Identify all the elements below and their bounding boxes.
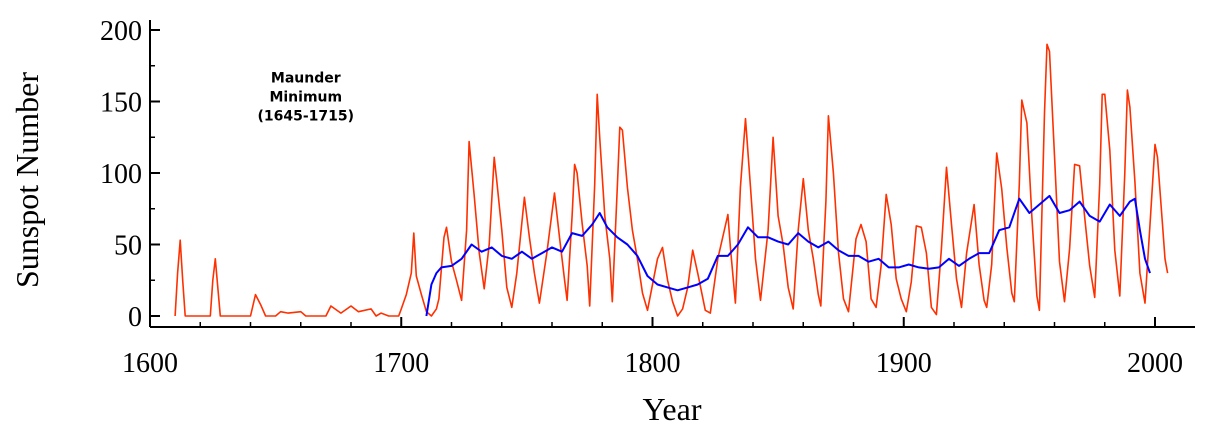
maunder-minimum-annotation: Maunder Minimum (1645-1715) xyxy=(258,70,355,124)
x-tick-label: 1600 xyxy=(122,348,178,379)
x-axis-title: Year xyxy=(643,391,702,427)
annotation-line: Maunder xyxy=(271,70,341,86)
y-tick-label: 150 xyxy=(100,88,142,119)
plot-area: 0 50 100 150 200 1600 1700 1800 1900 2000 xyxy=(100,16,1195,379)
x-tick-label: 1800 xyxy=(625,348,681,379)
y-tick-label: 50 xyxy=(114,231,142,262)
annotation-line: (1645-1715) xyxy=(258,108,355,124)
y-axis-title: Sunspot Number xyxy=(9,72,45,288)
axes-layer xyxy=(149,20,1195,328)
raw-series-line xyxy=(174,43,1169,317)
y-tick-label: 100 xyxy=(100,159,142,190)
series-layer xyxy=(174,43,1169,317)
y-tick-label: 0 xyxy=(128,302,142,333)
smoothed-series-line xyxy=(425,194,1151,317)
x-tick-label: 1900 xyxy=(876,348,932,379)
x-tick-label: 2000 xyxy=(1127,348,1183,379)
x-tick-label: 1700 xyxy=(373,348,429,379)
annotation-line: Minimum xyxy=(269,89,342,105)
ticks-layer: 0 50 100 150 200 1600 1700 1800 1900 2000 xyxy=(100,16,1183,379)
y-tick-label: 200 xyxy=(100,16,142,47)
